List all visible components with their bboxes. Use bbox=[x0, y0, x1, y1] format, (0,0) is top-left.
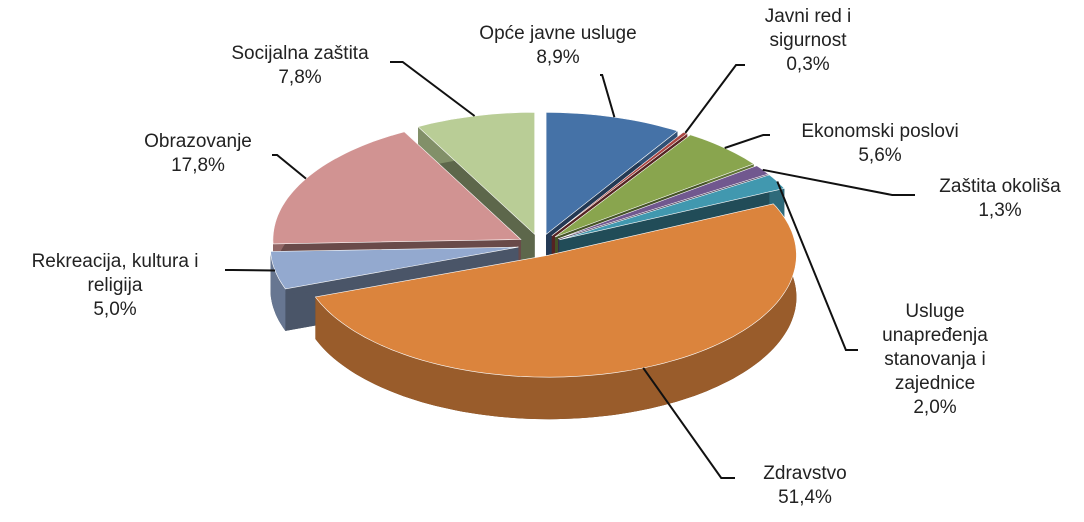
slice-label: Socijalna zaštita 7,8% bbox=[200, 42, 400, 90]
slice-group bbox=[314, 203, 797, 420]
leader-line bbox=[762, 168, 915, 196]
leader-line bbox=[600, 74, 616, 118]
value-label: 1,3% bbox=[978, 200, 1022, 221]
leader-line bbox=[642, 367, 735, 479]
category-name: Ekonomski poslovi bbox=[801, 121, 959, 142]
category-name: Zdravstvo bbox=[763, 463, 847, 484]
category-name: Obrazovanje bbox=[144, 131, 252, 152]
leader-line bbox=[776, 181, 858, 351]
value-label: 0,3% bbox=[786, 54, 830, 75]
leader-line bbox=[724, 134, 770, 149]
slice bbox=[270, 246, 519, 290]
slice-side bbox=[315, 203, 797, 420]
slice-label: Rekreacija, kultura i religija 5,0% bbox=[5, 250, 225, 322]
category-name: Rekreacija, kultura i religija bbox=[31, 251, 199, 296]
leader-line bbox=[390, 61, 476, 117]
category-name: Usluge unapređenja stanovanja i zajednic… bbox=[882, 301, 988, 394]
value-label: 5,6% bbox=[858, 145, 902, 166]
value-label: 8,9% bbox=[536, 47, 580, 68]
category-name: Opće javne usluge bbox=[479, 23, 637, 44]
category-name: Zaštita okoliša bbox=[939, 176, 1061, 197]
value-label: 51,4% bbox=[778, 487, 832, 508]
value-label: 17,8% bbox=[171, 155, 225, 176]
slice-label: Ekonomski poslovi 5,6% bbox=[780, 120, 980, 168]
value-label: 7,8% bbox=[278, 67, 322, 88]
value-label: 5,0% bbox=[93, 299, 137, 320]
slice-label: Zdravstvo 51,4% bbox=[745, 462, 865, 510]
slice-label: Javni red i sigurnost 0,3% bbox=[743, 5, 873, 77]
slice-label: Obrazovanje 17,8% bbox=[108, 130, 288, 178]
leader-line bbox=[225, 269, 276, 272]
category-name: Socijalna zaštita bbox=[231, 43, 369, 64]
value-label: 2,0% bbox=[913, 397, 957, 418]
leader-line bbox=[684, 64, 745, 134]
slice-label: Zaštita okoliša 1,3% bbox=[915, 175, 1084, 223]
slice-label: Opće javne usluge 8,9% bbox=[448, 22, 668, 70]
leader-line bbox=[272, 154, 307, 180]
slice-label: Usluge unapređenja stanovanja i zajednic… bbox=[860, 300, 1010, 420]
category-name: Javni red i sigurnost bbox=[764, 6, 852, 51]
